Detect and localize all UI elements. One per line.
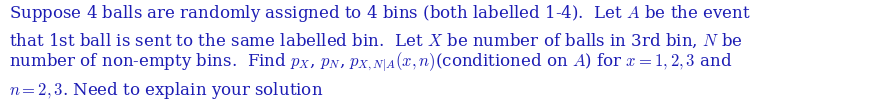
Text: number of non-empty bins.  Find $p_X$, $p_N$, $p_{X,N|A}(x,n)$(conditioned on $A: number of non-empty bins. Find $p_X$, $p… bbox=[9, 51, 731, 75]
Text: $n = 2, 3$. Need to explain your solution: $n = 2, 3$. Need to explain your solutio… bbox=[9, 80, 322, 101]
Text: Suppose 4 balls are randomly assigned to 4 bins (both labelled 1-4).  Let $A$ be: Suppose 4 balls are randomly assigned to… bbox=[9, 3, 750, 24]
Text: that 1st ball is sent to the same labelled bin.  Let $X$ be number of balls in 3: that 1st ball is sent to the same labell… bbox=[9, 32, 742, 50]
